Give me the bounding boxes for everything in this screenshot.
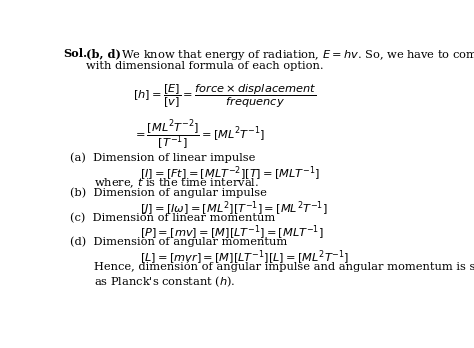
Text: (b, d): (b, d) — [86, 48, 121, 60]
Text: $= \dfrac{[ML^{2}T^{-2}]}{[T^{-1}]} = [ML^{2}T^{-1}]$: $= \dfrac{[ML^{2}T^{-2}]}{[T^{-1}]} = [M… — [133, 118, 265, 152]
Text: (b)  Dimension of angular impulse: (b) Dimension of angular impulse — [70, 188, 267, 198]
Text: We know that energy of radiation, $E = hv$. So, we have to compare $h$: We know that energy of radiation, $E = h… — [121, 48, 474, 62]
Text: where, $t$ is the time interval.: where, $t$ is the time interval. — [94, 176, 259, 190]
Text: $[P] = [mv] = [M][LT^{-1}] = [MLT^{-1}]$: $[P] = [mv] = [M][LT^{-1}] = [MLT^{-1}]$ — [140, 224, 324, 243]
Text: as Planck's constant ($h$).: as Planck's constant ($h$). — [94, 274, 236, 288]
Text: Hence, dimensión of angular impulse and angular momentum is same: Hence, dimensión of angular impulse and … — [94, 261, 474, 272]
Text: $[L] = [mvr] = [M][LT^{-1}][L] = [ML^{2}T^{-1}]$: $[L] = [mvr] = [M][LT^{-1}][L] = [ML^{2}… — [140, 248, 349, 267]
Text: $[h] = \dfrac{[E]}{[v]} = \dfrac{\mathit{force} \times \mathit{displacement}}{\m: $[h] = \dfrac{[E]}{[v]} = \dfrac{\mathit… — [133, 82, 316, 110]
Text: Sol.: Sol. — [64, 48, 88, 60]
Text: $[J] = [I\omega] = [ML^{2}][T^{-1}] = [ML^{2}T^{-1}]$: $[J] = [I\omega] = [ML^{2}][T^{-1}] = [M… — [140, 200, 328, 219]
Text: (c)  Dimensión of linear momentum: (c) Dimensión of linear momentum — [70, 212, 275, 223]
Text: $[I] = [Ft] = [MLT^{-2}][T] = [MLT^{-1}]$: $[I] = [Ft] = [MLT^{-2}][T] = [MLT^{-1}]… — [140, 164, 320, 183]
Text: (a)  Dimension of linear impulse: (a) Dimension of linear impulse — [70, 152, 255, 163]
Text: (d)  Dimension of angular momentum: (d) Dimension of angular momentum — [70, 236, 288, 247]
Text: with dimensional formula of each option.: with dimensional formula of each option. — [86, 61, 323, 71]
